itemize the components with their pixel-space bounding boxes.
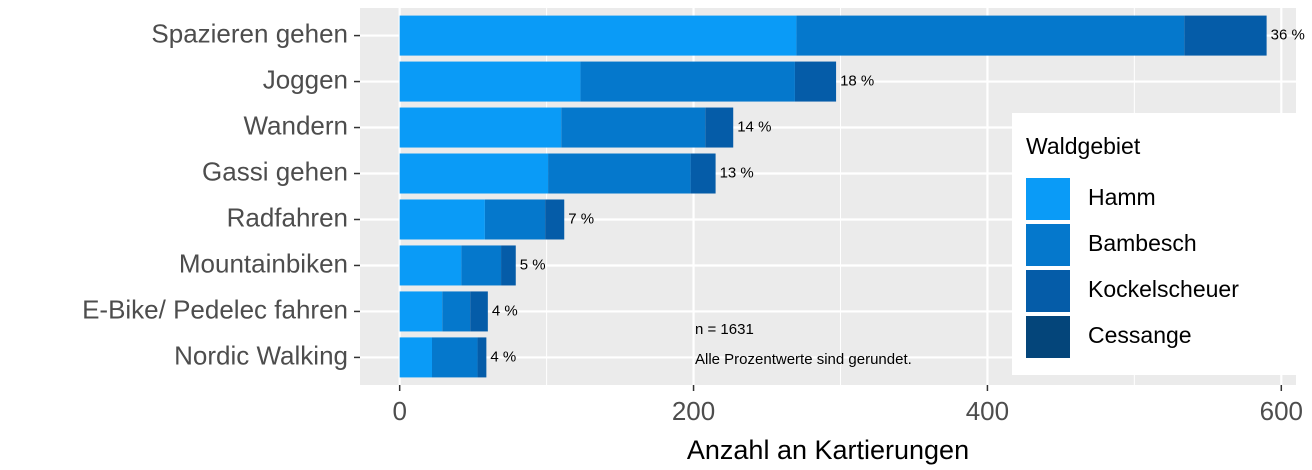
legend-label: Hamm (1088, 184, 1156, 210)
bar-segment (470, 291, 488, 332)
bar-segment (399, 153, 549, 194)
bar-segment (690, 153, 716, 194)
bar-segment (399, 15, 797, 56)
bar-segment (399, 61, 581, 102)
bar-segment (432, 337, 478, 378)
y-tick-label: Mountainbiken (179, 248, 348, 278)
x-axis-title: Anzahl an Kartierungen (687, 435, 969, 465)
legend-label: Cessange (1088, 322, 1192, 348)
annotation: n = 1631 (695, 321, 754, 338)
bar-segment (484, 199, 546, 240)
bar-segment (399, 107, 562, 148)
bar-segment (1184, 15, 1267, 56)
x-tick-label: 400 (966, 396, 1009, 426)
legend-key (1026, 316, 1070, 358)
bar-segment (477, 337, 487, 378)
percent-label: 5 % (520, 256, 546, 273)
y-tick-label: Gassi gehen (202, 156, 348, 186)
percent-label: 36 % (1271, 27, 1305, 44)
y-tick-label: E-Bike/ Pedelec fahren (82, 294, 348, 324)
legend-title: Waldgebiet (1026, 133, 1141, 159)
y-tick-label: Radfahren (227, 202, 348, 232)
percent-label: 4 % (490, 348, 516, 365)
annotation: Alle Prozentwerte sind gerundet. (695, 351, 912, 368)
bar-segment (461, 245, 502, 286)
bar-segment (545, 199, 565, 240)
bar-segment (548, 153, 691, 194)
x-tick-label: 0 (392, 396, 406, 426)
y-tick-label: Spazieren gehen (151, 18, 348, 48)
percent-label: 7 % (568, 210, 594, 227)
y-tick-label: Joggen (263, 64, 348, 94)
y-tick-label: Nordic Walking (174, 340, 348, 370)
bar-segment (796, 15, 1185, 56)
percent-label: 4 % (492, 302, 518, 319)
legend: Waldgebiet Hamm Bambesch Kockelscheuer Cessa… (1012, 113, 1296, 375)
legend-label: Kockelscheuer (1088, 276, 1239, 302)
percent-label: 14 % (737, 119, 771, 136)
y-tick-label: Wandern (243, 110, 348, 140)
percent-label: 18 % (840, 73, 874, 90)
bar-segment (399, 291, 443, 332)
legend-label: Bambesch (1088, 230, 1197, 256)
bar-segment (580, 61, 795, 102)
x-tick-label: 600 (1260, 396, 1303, 426)
x-tick-label: 200 (672, 396, 715, 426)
legend-key (1026, 270, 1070, 312)
bar-segment (501, 245, 516, 286)
bar-segment (399, 199, 485, 240)
bar-segment (399, 245, 462, 286)
bar-segment (705, 107, 734, 148)
bar-segment (561, 107, 706, 148)
bar-segment (442, 291, 471, 332)
percent-label: 13 % (720, 164, 754, 181)
legend-key (1026, 224, 1070, 266)
bar-segment (399, 337, 432, 378)
legend-key (1026, 178, 1070, 220)
bar-segment (794, 61, 837, 102)
